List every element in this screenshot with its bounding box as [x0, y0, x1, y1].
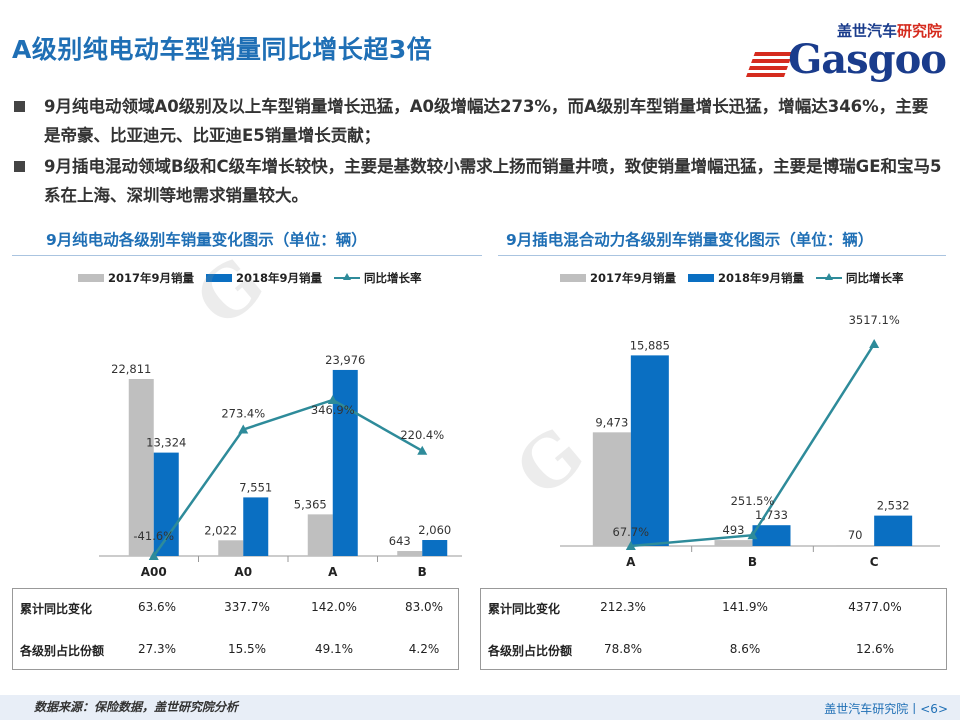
bev-table-frame: [12, 588, 459, 670]
growth-line: [152, 398, 423, 557]
bullet-list: 9月纯电动领域A0级别及以上车型销量增长迅猛，A0级增幅达273%，而A级别车型…: [14, 92, 944, 212]
legend-item-growth: 同比增长率: [334, 270, 422, 286]
phev-table: 累计同比变化 212.3% 141.9% 4377.0% 各级别占比份额 78.8% 8.6…: [480, 588, 945, 668]
bev-table: 累计同比变化 63.6% 337.7% 142.0% 83.0% 各级别占比份额 27.3%…: [12, 588, 457, 668]
bar-2017-A: [592, 432, 631, 546]
x-tick-label: B: [418, 565, 427, 579]
growth-point-A: [625, 541, 636, 550]
footer: 数据来源：保险数据，盖世研究院分析 盖世汽车研究院丨<6>: [0, 695, 960, 720]
growth-label: 3517.1%: [849, 313, 900, 327]
logo-en-text: Gasgoo: [788, 36, 947, 83]
legend-bev: 2017年9月销量 2018年9月销量 同比增长率: [78, 270, 434, 286]
legend-phev: 2017年9月销量 2018年9月销量 同比增长率: [560, 270, 916, 286]
x-tick-label: A: [328, 565, 338, 579]
growth-point-A0: [238, 424, 249, 434]
table-cell: 83.0%: [404, 600, 444, 614]
table-cell: 142.0%: [311, 600, 357, 614]
bar-2018-A0: [243, 497, 269, 556]
growth-label: 67.7%: [613, 525, 650, 539]
data-label-2017: 2,022: [204, 523, 237, 537]
table-cell: 15.5%: [227, 642, 267, 656]
bar-2017-A00: [128, 378, 154, 556]
logo-stripes-icon: [744, 52, 794, 80]
data-label-2017: 493: [723, 523, 745, 537]
table-row-label: 累计同比变化: [488, 602, 561, 616]
legend-item-2018: 2018年9月销量: [206, 270, 322, 286]
bar-2018-B: [752, 525, 791, 546]
legend-item-2017: 2017年9月销量: [560, 270, 676, 286]
growth-label: 220.4%: [400, 428, 444, 442]
data-label-2017: 9,473: [595, 415, 628, 429]
table-cell: 141.9%: [722, 600, 768, 614]
bar-2017-A: [307, 514, 333, 556]
growth-label: -41.6%: [133, 529, 174, 543]
bullet-square-icon: [14, 161, 25, 172]
growth-point-A: [327, 395, 338, 404]
bullet-item: 9月纯电动领域A0级别及以上车型销量增长迅猛，A0级增幅达273%，而A级别车型…: [14, 92, 944, 150]
page-title: A级别纯电动车型销量同比增长超3倍: [12, 35, 433, 64]
legend-item-2017: 2017年9月销量: [78, 270, 194, 286]
growth-point-A00: [148, 551, 159, 560]
table-cell: 4377.0%: [848, 600, 902, 614]
data-label-2017: 22,811: [111, 362, 151, 376]
gasgoo-logo: 盖世汽车研究院 Gasgoo: [744, 18, 947, 84]
table-cell: 12.6%: [855, 642, 895, 656]
growth-label: 273.4%: [221, 407, 265, 421]
bullet-square-icon: [14, 101, 25, 112]
bullet-item: 9月插电混动领域B级和C级车增长较快，主要是基数较小需求上扬而销量井喷，致使销量…: [14, 152, 944, 210]
x-tick-label: A0: [234, 565, 252, 579]
bar-2017-B: [714, 540, 753, 546]
bar-2018-B: [422, 540, 448, 556]
data-label-2018: 1,733: [755, 508, 788, 522]
bar-2017-B: [397, 551, 423, 556]
table-cell: 8.6%: [729, 642, 761, 656]
table-cell: 78.8%: [603, 642, 643, 656]
table-row-label: 各级别占比份额: [488, 644, 573, 658]
chart-title-bev: 9月纯电动各级别车销量变化图示（单位：辆）: [46, 231, 367, 249]
bar-2017-C: [836, 545, 875, 546]
data-label-2018: 2,532: [877, 499, 910, 513]
bar-2018-A: [630, 355, 669, 546]
logo-cn-text: 盖世汽车研究院: [836, 22, 942, 40]
data-label-2018: 7,551: [239, 480, 272, 494]
data-label-2018: 2,060: [418, 523, 451, 537]
table-cell: 27.3%: [137, 642, 177, 656]
table-cell: 4.2%: [408, 642, 440, 656]
table-row-label: 累计同比变化: [20, 602, 93, 616]
phev-table-frame: [480, 588, 947, 670]
x-tick-label: B: [748, 555, 757, 569]
x-tick-label: C: [870, 555, 879, 569]
chart-title-phev: 9月插电混合动力各级别车销量变化图示（单位：辆）: [506, 231, 874, 249]
legend-item-growth: 同比增长率: [816, 270, 904, 286]
table-row-label: 各级别占比份额: [20, 644, 105, 658]
bar-2017-A0: [218, 540, 244, 556]
data-label-2017: 70: [848, 528, 863, 542]
table-cell: 49.1%: [314, 642, 354, 656]
data-label-2018: 13,324: [146, 436, 186, 450]
bev-chart: 22,811 13,324 A00 2,022 7,551 A0 5,365 23,976 A 6…: [99, 353, 462, 579]
divider: [498, 255, 946, 256]
growth-point-B: [417, 445, 428, 455]
x-tick-label: A: [626, 555, 636, 569]
bar-2018-C: [874, 515, 913, 546]
growth-label: 251.5%: [731, 494, 775, 508]
table-cell: 337.7%: [224, 600, 270, 614]
page-number: 盖世汽车研究院丨<6>: [824, 702, 948, 716]
data-source: 数据来源：保险数据，盖世研究院分析: [34, 700, 239, 714]
growth-label: 346.9%: [311, 403, 355, 417]
phev-chart: 9,473 15,885 A 493 1,733 B 70 2,532 C 67.7% 251.5%…: [560, 313, 940, 569]
data-label-2017: 643: [389, 534, 411, 548]
divider: [12, 255, 482, 256]
legend-item-2018: 2018年9月销量: [688, 270, 804, 286]
x-tick-label: A00: [141, 565, 167, 579]
data-label-2018: 23,976: [325, 353, 365, 367]
bar-2018-A: [332, 369, 358, 556]
data-label-2017: 5,365: [294, 497, 327, 511]
table-cell: 212.3%: [600, 600, 646, 614]
data-label-2018: 15,885: [630, 338, 670, 352]
growth-point-B: [747, 530, 758, 540]
growth-point-C: [869, 339, 880, 348]
table-cell: 63.6%: [137, 600, 177, 614]
